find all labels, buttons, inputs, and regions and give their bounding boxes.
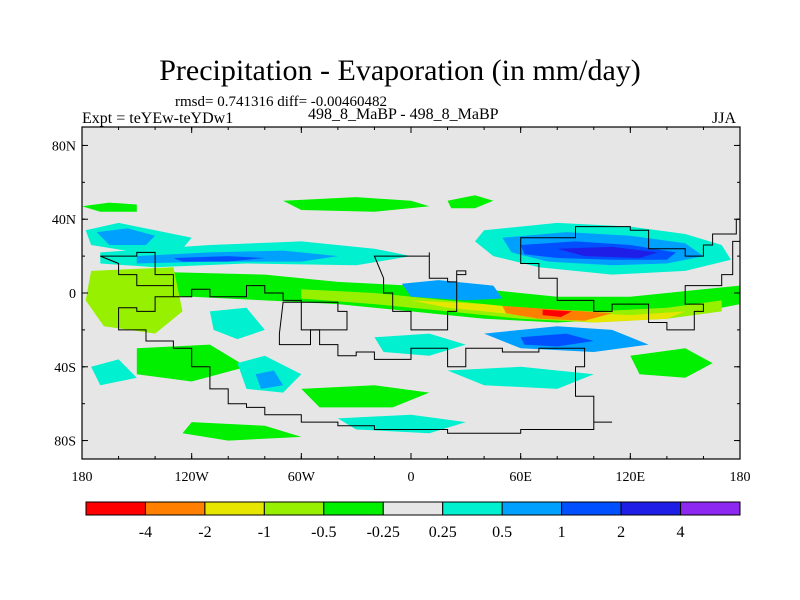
x-tick-label: 0 xyxy=(408,470,415,485)
y-tick-label: 80S xyxy=(54,435,76,450)
contour-region-8 xyxy=(173,256,265,262)
experiment-label: Expt = teYEw-teYDw1 xyxy=(82,110,234,127)
stats-label: rmsd= 0.741316 diff= -0.00460482 xyxy=(175,94,388,110)
land-outline-0 xyxy=(373,252,467,331)
colorbar-label-6: 0.5 xyxy=(492,524,512,541)
y-tick-label: 0 xyxy=(69,287,76,302)
x-tick-label: 180 xyxy=(730,470,751,485)
colorbar-label-9: 4 xyxy=(677,524,685,541)
land-outline-2 xyxy=(100,251,613,434)
contour-fill-layer xyxy=(82,127,740,459)
contour-region-26 xyxy=(374,333,466,356)
land-outline-1 xyxy=(520,218,740,331)
contour-region-32 xyxy=(630,348,713,378)
y-tick-label: 40S xyxy=(54,361,76,376)
contour-region-23 xyxy=(209,307,265,340)
axis-ticks-layer: 180 120W 60W 0 60E 120E 180 80N 40N 0 40S 80S xyxy=(52,127,751,485)
season-label: JJA xyxy=(712,110,737,127)
contour-region-2 xyxy=(96,228,156,245)
contour-region-4 xyxy=(283,197,430,212)
contour-region-34 xyxy=(182,422,302,441)
colorbar-swatch-8 xyxy=(561,501,622,516)
colorbar-swatch-4 xyxy=(323,501,384,516)
contour-region-17 xyxy=(542,309,572,317)
contour-region-3 xyxy=(82,202,137,212)
colorbar-label-3: -0.5 xyxy=(311,524,336,541)
x-tick-label: 60E xyxy=(509,470,532,485)
y-tick-label: 80N xyxy=(52,139,76,154)
colorbar-swatch-3 xyxy=(263,501,325,516)
colorbar-label-0: -4 xyxy=(139,524,152,541)
land-outline-layer xyxy=(100,218,740,434)
x-tick-label: 180 xyxy=(72,470,93,485)
contour-region-19 xyxy=(401,280,503,301)
colorbar-swatch-1 xyxy=(144,501,206,516)
colorbar-swatch-2 xyxy=(204,501,265,516)
colorbar: -4 -2 -1 -0.5 -0.25 0.25 0.5 1 2 4 xyxy=(85,501,741,541)
contour-region-29 xyxy=(255,370,284,389)
colorbar-label-4: -0.25 xyxy=(367,524,400,541)
contour-region-30 xyxy=(301,385,430,408)
colorbar-swatch-5 xyxy=(382,501,444,516)
contour-region-14 xyxy=(301,289,722,323)
colorbar-label-1: -2 xyxy=(198,524,211,541)
cases-label: 498_8_MaBP - 498_8_MaBP xyxy=(308,106,499,123)
x-tick-label: 120W xyxy=(175,470,210,485)
colorbar-label-2: -1 xyxy=(258,524,271,541)
colorbar-swatch-9 xyxy=(620,501,682,516)
colorbar-swatch-10 xyxy=(680,501,741,516)
colorbar-swatch-7 xyxy=(501,501,563,516)
x-tick-label: 120E xyxy=(616,470,646,485)
contour-region-22 xyxy=(85,267,183,334)
colorbar-swatch-6 xyxy=(442,501,503,516)
contour-region-33 xyxy=(91,359,137,386)
colorbar-label-8: 2 xyxy=(617,524,625,541)
contour-region-31 xyxy=(447,366,594,389)
colorbar-swatch-0 xyxy=(85,501,146,516)
colorbar-label-5: 0.25 xyxy=(429,524,457,541)
x-tick-label: 60W xyxy=(288,470,316,485)
contour-region-35 xyxy=(337,414,466,434)
y-tick-label: 40N xyxy=(52,213,76,228)
colorbar-label-7: 1 xyxy=(558,524,566,541)
contour-region-25 xyxy=(520,333,594,347)
contour-region-12 xyxy=(557,246,658,258)
chart-title: Precipitation - Evaporation (in mm/day) xyxy=(159,54,641,87)
land-outline-3 xyxy=(278,301,348,346)
contour-region-5 xyxy=(447,195,494,209)
